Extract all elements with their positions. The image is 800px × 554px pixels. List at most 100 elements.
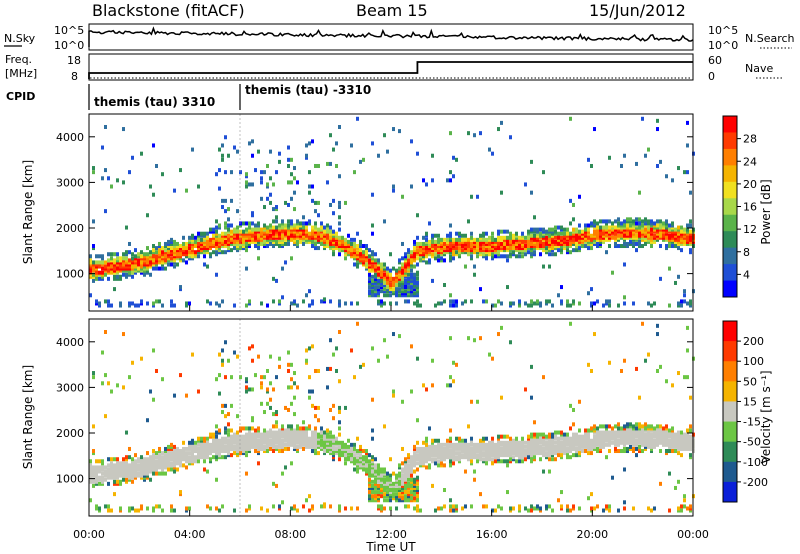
power-cell: [260, 180, 263, 185]
velocity-cell: [560, 453, 563, 458]
power-cell: [524, 248, 527, 253]
velocity-cell: [560, 490, 563, 495]
velocity-cell: [230, 446, 233, 451]
velocity-cell: [446, 383, 449, 388]
power-cell: [380, 303, 383, 308]
velocity-cell: [260, 506, 263, 511]
velocity-cell: [233, 350, 236, 355]
velocity-cell: [686, 348, 689, 353]
power-cell: [476, 237, 479, 242]
velocity-cell: [233, 451, 236, 456]
velocity-cell: [398, 494, 401, 499]
velocity-cell: [236, 444, 239, 449]
power-cell: [668, 244, 671, 249]
velocity-cell: [161, 457, 164, 462]
power-cell: [215, 231, 218, 236]
power-cell: [347, 246, 350, 251]
power-cell: [416, 248, 419, 253]
power-cell: [581, 231, 584, 236]
power-cell: [272, 229, 275, 234]
velocity-cell: [185, 446, 188, 451]
velocity-cell: [92, 483, 95, 488]
power-cell: [116, 276, 119, 281]
velocity-cell: [293, 371, 296, 376]
velocity-cell: [587, 442, 590, 447]
velocity-cell: [293, 438, 296, 443]
power-cell: [353, 252, 356, 257]
velocity-cell: [410, 344, 413, 349]
velocity-cell: [416, 461, 419, 466]
velocity-cell: [344, 451, 347, 456]
power-cell: [161, 254, 164, 259]
power-cell: [290, 231, 293, 236]
power-cell: [533, 241, 536, 246]
power-cell: [308, 170, 311, 175]
power-cell: [374, 274, 377, 279]
power-cell: [188, 301, 191, 306]
velocity-cell: [641, 430, 644, 435]
power-cell: [278, 159, 281, 164]
velocity-cell: [533, 449, 536, 454]
power-cell: [497, 229, 500, 234]
power-cell: [635, 237, 638, 242]
power-cell: [287, 227, 290, 232]
velocity-cell: [302, 434, 305, 439]
velocity-cell: [608, 436, 611, 441]
power-cell: [404, 252, 407, 257]
velocity-cell: [344, 446, 347, 451]
velocity-cell: [665, 432, 668, 437]
velocity-cell: [272, 436, 275, 441]
power-cell: [311, 225, 314, 230]
power-cell: [380, 280, 383, 285]
power-cell: [263, 235, 266, 240]
power-cell: [617, 227, 620, 232]
velocity-cell: [653, 426, 656, 431]
velocity-cell: [149, 465, 152, 470]
velocity-cell: [509, 436, 512, 441]
velocity-cell: [449, 453, 452, 458]
power-cell: [635, 241, 638, 246]
power-cell: [260, 229, 263, 234]
power-cell: [464, 244, 467, 249]
velocity-cell: [590, 438, 593, 443]
power-cell: [302, 237, 305, 242]
velocity-cell: [167, 459, 170, 464]
power-cell: [449, 248, 452, 253]
power-cell: [635, 221, 638, 226]
x-tick-label: 16:00: [476, 528, 508, 541]
power-cell: [518, 235, 521, 240]
power-cell: [452, 250, 455, 255]
power-cell: [632, 223, 635, 228]
power-cell: [383, 266, 386, 271]
velocity-cell: [635, 438, 638, 443]
power-cell: [617, 229, 620, 234]
power-cell: [194, 235, 197, 240]
velocity-cell: [272, 438, 275, 443]
power-cell: [356, 258, 359, 263]
velocity-cell: [539, 432, 542, 437]
velocity-cell: [239, 434, 242, 439]
velocity-cell: [407, 492, 410, 497]
velocity-cell: [314, 426, 317, 431]
velocity-cell: [575, 446, 578, 451]
power-cell: [458, 233, 461, 238]
velocity-cell: [623, 428, 626, 433]
power-cell: [407, 254, 410, 259]
velocity-cell: [560, 506, 563, 511]
power-cell: [215, 237, 218, 242]
velocity-cell: [497, 332, 500, 337]
power-cell: [290, 157, 293, 162]
power-cell: [605, 221, 608, 226]
power-cell: [494, 303, 497, 308]
velocity-cell: [347, 438, 350, 443]
power-cell: [119, 264, 122, 269]
velocity-cell: [428, 465, 431, 470]
velocity-cell: [311, 506, 314, 511]
colorbar-tick-label: 100: [743, 355, 764, 368]
velocity-cell: [680, 508, 683, 513]
power-cell: [653, 225, 656, 230]
power-cell: [632, 225, 635, 230]
power-cell: [344, 237, 347, 242]
velocity-cell: [386, 354, 389, 359]
velocity-cell: [599, 438, 602, 443]
